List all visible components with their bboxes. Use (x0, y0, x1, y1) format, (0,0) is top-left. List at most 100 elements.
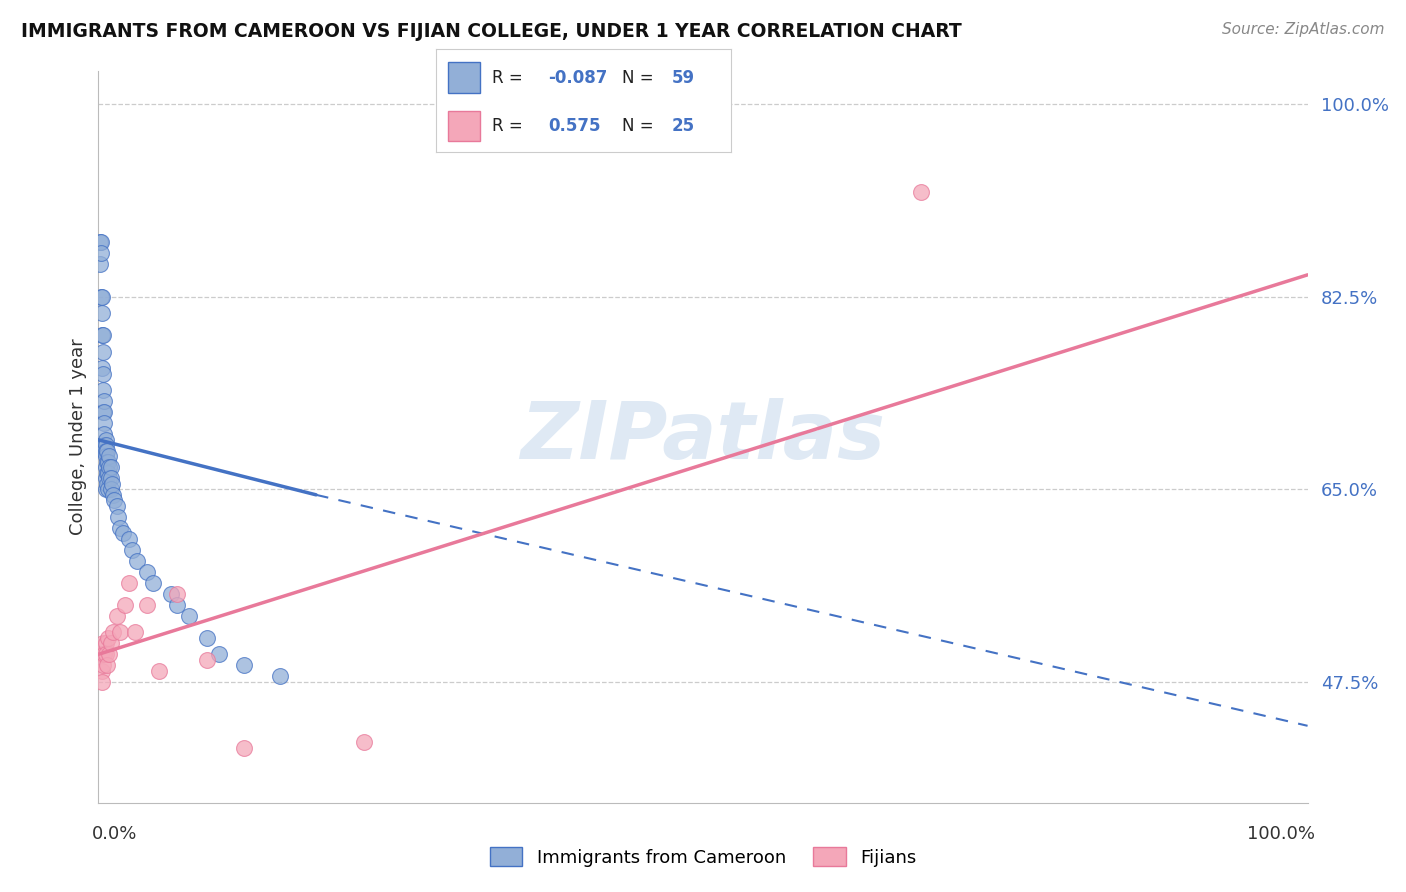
Point (195, 653, 218, 667)
Point (127, 554, 149, 568)
Point (100, 471, 122, 485)
Point (91, 361, 114, 376)
Point (96, 658, 118, 673)
Point (118, 532, 141, 546)
Point (97, 455, 120, 469)
Point (105, 608, 128, 623)
FancyBboxPatch shape (447, 62, 481, 93)
Point (98, 450, 121, 464)
Point (111, 526, 134, 541)
Point (89, 235, 111, 249)
Point (93, 438, 115, 452)
Point (91, 674, 114, 689)
Point (98, 471, 121, 485)
Point (353, 735, 375, 749)
Point (93, 648, 115, 662)
Point (107, 509, 129, 524)
Legend: Immigrants from Cameroon, Fijians: Immigrants from Cameroon, Fijians (482, 840, 924, 874)
Point (105, 499, 128, 513)
Point (90, 235, 112, 249)
Point (103, 493, 125, 508)
Point (108, 625, 131, 640)
Point (142, 575, 165, 590)
Y-axis label: College, Under 1 year: College, Under 1 year (69, 339, 87, 535)
Point (96, 476, 118, 491)
Point (91, 344, 114, 359)
Point (94, 443, 117, 458)
Point (91, 658, 114, 673)
Point (91, 405, 114, 419)
Point (94, 636, 117, 650)
Point (114, 598, 136, 612)
Point (101, 488, 124, 502)
Point (93, 417, 115, 431)
Point (100, 483, 122, 497)
Point (121, 542, 143, 557)
Point (232, 658, 254, 673)
Point (89, 257, 111, 271)
Text: ZIPatlas: ZIPatlas (520, 398, 886, 476)
Point (94, 460, 117, 475)
Point (93, 394, 115, 409)
Text: IMMIGRANTS FROM CAMEROON VS FIJIAN COLLEGE, UNDER 1 YEAR CORRELATION CHART: IMMIGRANTS FROM CAMEROON VS FIJIAN COLLE… (21, 22, 962, 41)
Text: 0.575: 0.575 (548, 117, 600, 135)
Point (135, 598, 157, 612)
Point (96, 443, 118, 458)
Point (94, 438, 117, 452)
Point (93, 405, 115, 419)
Point (100, 460, 122, 475)
Point (269, 669, 291, 683)
Point (94, 450, 117, 464)
Text: R =: R = (492, 117, 523, 135)
Point (100, 476, 122, 491)
Point (232, 740, 254, 755)
Point (91, 290, 114, 304)
Point (97, 631, 120, 645)
Point (166, 598, 188, 612)
Text: Source: ZipAtlas.com: Source: ZipAtlas.com (1222, 22, 1385, 37)
Point (97, 466, 120, 480)
Point (208, 648, 231, 662)
Point (94, 433, 117, 447)
Text: 25: 25 (672, 117, 695, 135)
Point (135, 565, 157, 579)
Point (91, 384, 114, 398)
Point (94, 483, 117, 497)
Point (94, 648, 117, 662)
FancyBboxPatch shape (447, 111, 481, 141)
Point (101, 625, 124, 640)
Point (98, 648, 121, 662)
Point (93, 427, 115, 442)
Point (91, 328, 114, 343)
Point (90, 290, 112, 304)
Point (96, 455, 118, 469)
Point (195, 631, 218, 645)
Point (91, 367, 114, 381)
Point (91, 664, 114, 678)
Point (91, 636, 114, 650)
Text: -0.087: -0.087 (548, 69, 607, 87)
Point (179, 608, 201, 623)
Text: N =: N = (621, 69, 654, 87)
Point (96, 466, 118, 480)
Point (90, 245, 112, 260)
Text: R =: R = (492, 69, 523, 87)
Text: 0.0%: 0.0% (91, 825, 136, 843)
Point (91, 306, 114, 320)
Point (100, 636, 122, 650)
Text: N =: N = (621, 117, 654, 135)
Point (91, 328, 114, 343)
Point (98, 460, 121, 475)
Point (118, 575, 141, 590)
Point (90, 648, 112, 662)
Point (166, 587, 188, 601)
Text: 100.0%: 100.0% (1247, 825, 1315, 843)
Point (93, 443, 115, 458)
Point (108, 521, 131, 535)
Point (97, 483, 120, 497)
Point (124, 625, 146, 640)
Point (94, 471, 117, 485)
Text: 59: 59 (672, 69, 695, 87)
Point (148, 664, 170, 678)
Point (160, 587, 183, 601)
